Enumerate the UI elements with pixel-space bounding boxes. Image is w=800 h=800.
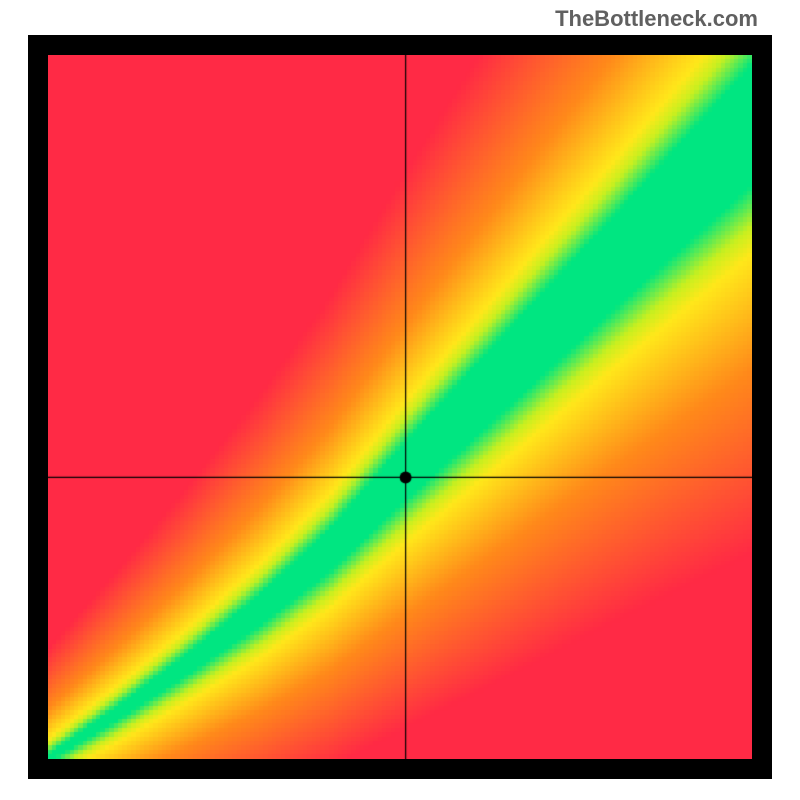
crosshair-overlay	[48, 55, 752, 759]
chart-container: TheBottleneck.com	[0, 0, 800, 800]
watermark-text: TheBottleneck.com	[555, 6, 758, 32]
